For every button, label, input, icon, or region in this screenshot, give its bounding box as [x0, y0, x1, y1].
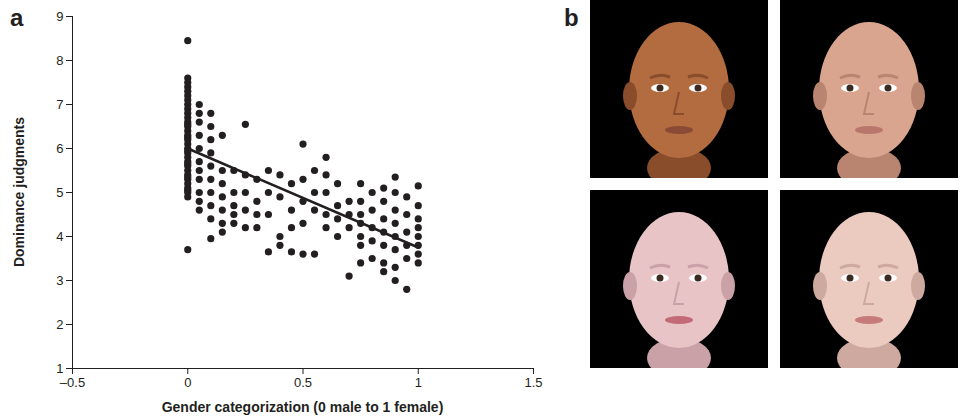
svg-text:Dominance judgments: Dominance judgments	[11, 117, 27, 267]
svg-text:2: 2	[56, 317, 63, 332]
svg-text:7: 7	[56, 97, 63, 112]
svg-text:4: 4	[56, 229, 63, 244]
svg-text:9: 9	[56, 9, 63, 24]
svg-text:1: 1	[415, 375, 422, 390]
html-text:a: a	[10, 4, 24, 31]
svg-text:6: 6	[56, 141, 63, 156]
svg-text:1.5: 1.5	[524, 375, 542, 390]
html-text:b: b	[564, 4, 579, 31]
svg-text:0: 0	[184, 375, 191, 390]
svg-text:8: 8	[56, 53, 63, 68]
svg-text:3: 3	[56, 273, 63, 288]
svg-text:0.5: 0.5	[294, 375, 312, 390]
svg-text:5: 5	[56, 185, 63, 200]
svg-text:1: 1	[56, 361, 63, 376]
svg-text:Gender categorization (0 male: Gender categorization (0 male to 1 femal…	[162, 399, 444, 415]
svg-text:–0.5: –0.5	[60, 375, 85, 390]
